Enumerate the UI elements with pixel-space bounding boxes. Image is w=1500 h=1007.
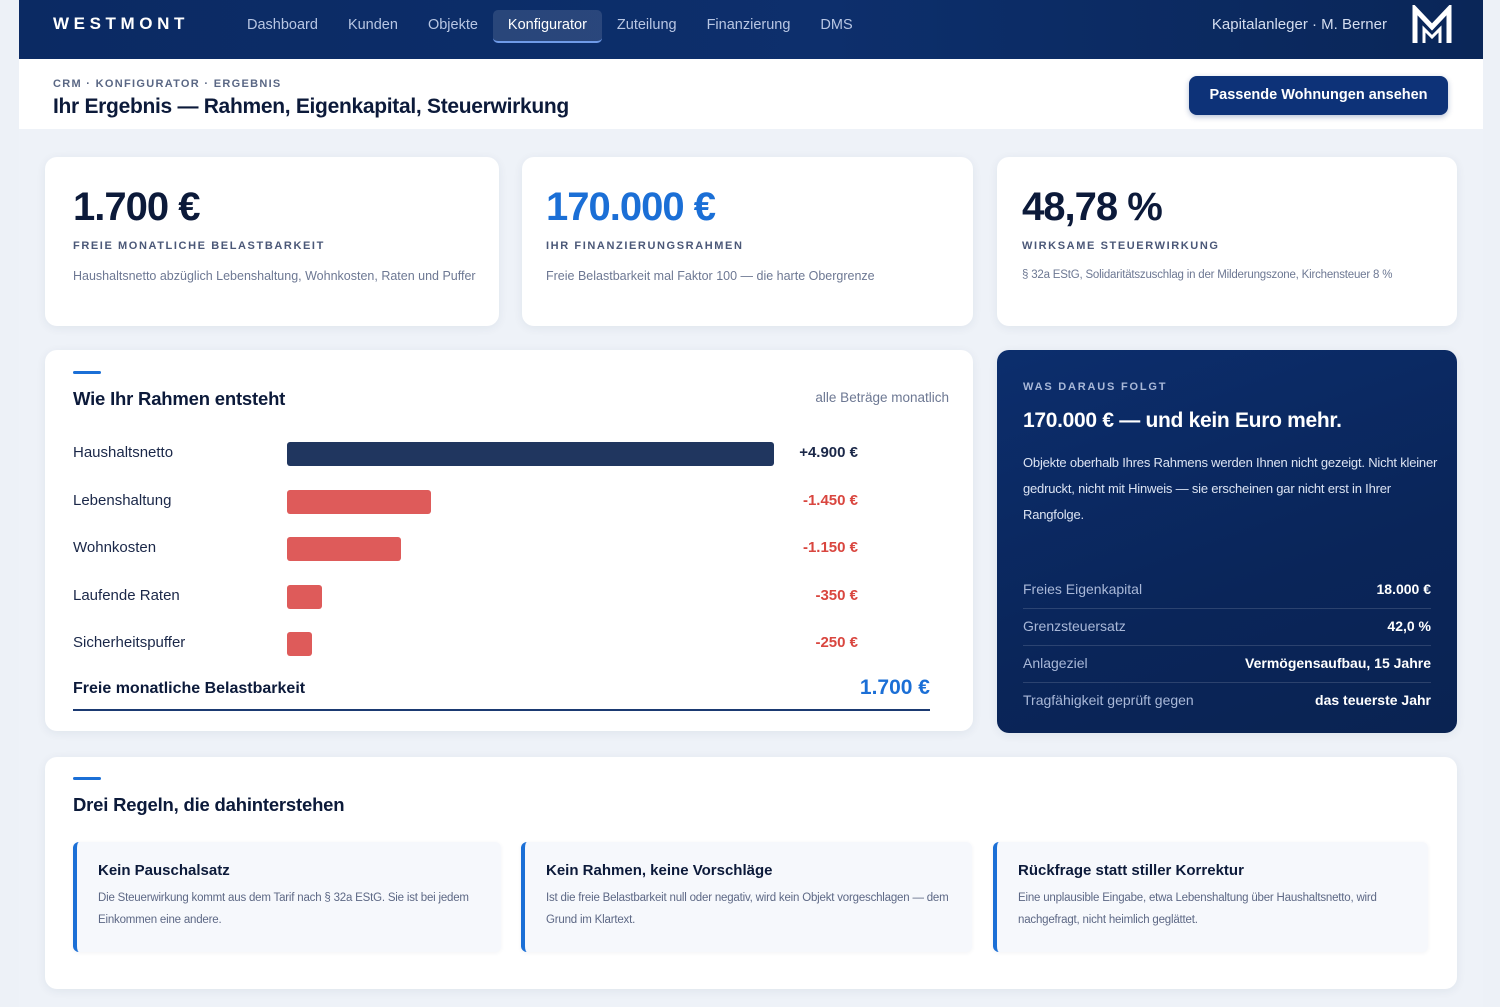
monogram-logo-icon[interactable]: [1411, 5, 1453, 47]
breakdown-row-label: Lebenshaltung: [73, 491, 172, 509]
kpi-label: WIRKSAME STEUERWIRKUNG: [1022, 240, 1220, 252]
rules-card: Drei Regeln, die dahinterstehen Kein Pau…: [45, 757, 1457, 989]
kpi-value: 170.000 €: [546, 185, 716, 229]
breakdown-bar: [287, 442, 774, 466]
fact-key: Grenzsteuersatz: [1023, 618, 1126, 634]
breakdown-row-label: Sicherheitspuffer: [73, 634, 186, 651]
kpi-label: FREIE MONATLICHE BELASTBARKEIT: [73, 240, 325, 252]
page-header: CRM · KONFIGURATOR · ERGEBNIS Ihr Ergebn…: [19, 59, 1483, 129]
bar-track: [287, 442, 774, 466]
kpi-label: IHR FINANZIERUNGSRAHMEN: [546, 240, 744, 252]
breakdown-title: Wie Ihr Rahmen entsteht: [73, 388, 286, 409]
breakdown-bar: [287, 584, 322, 609]
app-frame: WESTMONT Dashboard Kunden Objekte Konfig…: [19, 0, 1483, 1007]
kpi-description: § 32a EStG, Solidaritätszuschlag in der …: [1022, 269, 1393, 281]
breakdown-bar: [287, 489, 431, 514]
summary-fact-row: Anlageziel Vermögensaufbau, 15 Jahre: [1023, 646, 1431, 683]
fact-key: Tragfähigkeit geprüft gegen: [1023, 692, 1194, 708]
rule-title: Kein Pauschalsatz: [98, 862, 230, 879]
breakdown-row: Haushaltsnetto +4.900 €: [73, 440, 873, 468]
breakdown-bar: [287, 537, 401, 561]
breakdown-row-value: -1.150 €: [802, 539, 858, 556]
breakdown-row-label: Laufende Raten: [73, 586, 180, 604]
kpi-value: 1.700 €: [73, 185, 200, 229]
fact-key: Freies Eigenkapital: [1023, 581, 1143, 597]
rules-title: Drei Regeln, die dahinterstehen: [73, 794, 345, 815]
kpi-description: Freie Belastbarkeit mal Faktor 100 — die…: [546, 269, 875, 283]
breakdown-card: Wie Ihr Rahmen entsteht alle Beträge mon…: [45, 350, 973, 731]
breakdown-row: Sicherheitspuffer -250 €: [73, 630, 873, 658]
summary-fact-row: Grenzsteuersatz 42,0 %: [1023, 609, 1431, 646]
nav-link-objekte[interactable]: Objekte: [427, 17, 478, 33]
user-label[interactable]: Kapitalanleger · M. Berner: [1211, 16, 1387, 33]
bar-track: [287, 489, 774, 514]
fact-value: das teuerste Jahr: [1315, 692, 1431, 708]
breadcrumb: CRM · KONFIGURATOR · ERGEBNIS: [53, 78, 282, 90]
breakdown-row: Wohnkosten -1.150 €: [73, 535, 873, 563]
total-row: Freie monatliche Belastbarkeit 1.700 €: [73, 673, 930, 711]
nav-link-kunden[interactable]: Kunden: [347, 17, 398, 33]
summary-eyebrow: WAS DARAUS FOLGT: [1023, 381, 1168, 393]
breakdown-row-value: -250 €: [815, 634, 858, 651]
summary-fact-row: Freies Eigenkapital 18.000 €: [1023, 572, 1431, 609]
top-nav: WESTMONT Dashboard Kunden Objekte Konfig…: [19, 0, 1483, 59]
breakdown-row-label: Wohnkosten: [73, 539, 157, 556]
breakdown-row-value: -1.450 €: [802, 491, 858, 509]
rule-card: Rückfrage statt stiller Korrektur Eine u…: [993, 842, 1428, 952]
page-title: Ihr Ergebnis — Rahmen, Eigenkapital, Ste…: [53, 95, 569, 118]
fact-value: 18.000 €: [1376, 581, 1432, 597]
bar-track: [287, 537, 774, 561]
rule-text: Die Steuerwirkung kommt aus dem Tarif na…: [98, 892, 469, 926]
nav-link-dashboard[interactable]: Dashboard: [247, 17, 318, 33]
rule-card: Kein Pauschalsatz Die Steuerwirkung komm…: [73, 842, 501, 952]
summary-card: WAS DARAUS FOLGT 170.000 € — und kein Eu…: [997, 350, 1457, 733]
bar-track: [287, 632, 774, 656]
kpi-card-finanzierungsrahmen: 170.000 € IHR FINANZIERUNGSRAHMEN Freie …: [522, 157, 973, 326]
breakdown-bar: [287, 632, 312, 656]
total-label: Freie monatliche Belastbarkeit: [73, 680, 306, 697]
nav-link-konfigurator[interactable]: Konfigurator: [492, 10, 602, 43]
kpi-card-belastbarkeit: 1.700 € FREIE MONATLICHE BELASTBARKEIT H…: [45, 157, 499, 326]
rule-card: Kein Rahmen, keine Vorschläge Ist die fr…: [521, 842, 972, 952]
breakdown-row-value: -350 €: [815, 586, 858, 604]
rule-title: Kein Rahmen, keine Vorschläge: [546, 862, 773, 879]
kpi-card-steuerwirkung: 48,78 % WIRKSAME STEUERWIRKUNG § 32a ESt…: [997, 157, 1457, 326]
summary-title: 170.000 € — und kein Euro mehr.: [1023, 409, 1342, 432]
breakdown-row: Lebenshaltung -1.450 €: [73, 488, 873, 516]
fact-key: Anlageziel: [1023, 655, 1088, 671]
rule-text: Ist die freie Belastbarkeit null oder ne…: [546, 892, 949, 926]
nav-link-dms[interactable]: DMS: [820, 17, 853, 33]
accent-dash: [73, 371, 101, 374]
rule-title: Rückfrage statt stiller Korrektur: [1018, 862, 1244, 879]
summary-facts: Freies Eigenkapital 18.000 € Grenzsteuer…: [1023, 572, 1431, 720]
nav-links: Dashboard Kunden Objekte Konfigurator Zu…: [232, 10, 868, 43]
fact-value: 42,0 %: [1387, 618, 1431, 634]
total-value: 1.700 €: [859, 676, 930, 699]
brand-logo-text[interactable]: WESTMONT: [53, 14, 189, 33]
accent-dash: [73, 777, 101, 780]
breakdown-row-label: Haushaltsnetto: [73, 444, 174, 461]
summary-fact-row: Tragfähigkeit geprüft gegen das teuerste…: [1023, 683, 1431, 720]
breakdown-row-value: +4.900 €: [799, 444, 858, 461]
breakdown-note: alle Beträge monatlich: [815, 390, 949, 405]
breakdown-row: Laufende Raten -350 €: [73, 583, 873, 611]
kpi-description: Haushaltsnetto abzüglich Lebenshaltung, …: [73, 269, 476, 283]
summary-body: Objekte oberhalb Ihres Rahmens werden Ih…: [1023, 455, 1438, 522]
kpi-value: 48,78 %: [1022, 185, 1163, 229]
nav-link-finanzierung[interactable]: Finanzierung: [706, 17, 791, 33]
fact-value: Vermögensaufbau, 15 Jahre: [1245, 655, 1431, 671]
bar-track: [287, 584, 774, 609]
nav-link-zuteilung[interactable]: Zuteilung: [616, 17, 677, 33]
rule-text: Eine unplausible Eingabe, etwa Lebenshal…: [1018, 892, 1377, 926]
view-apartments-button[interactable]: Passende Wohnungen ansehen: [1189, 76, 1448, 115]
